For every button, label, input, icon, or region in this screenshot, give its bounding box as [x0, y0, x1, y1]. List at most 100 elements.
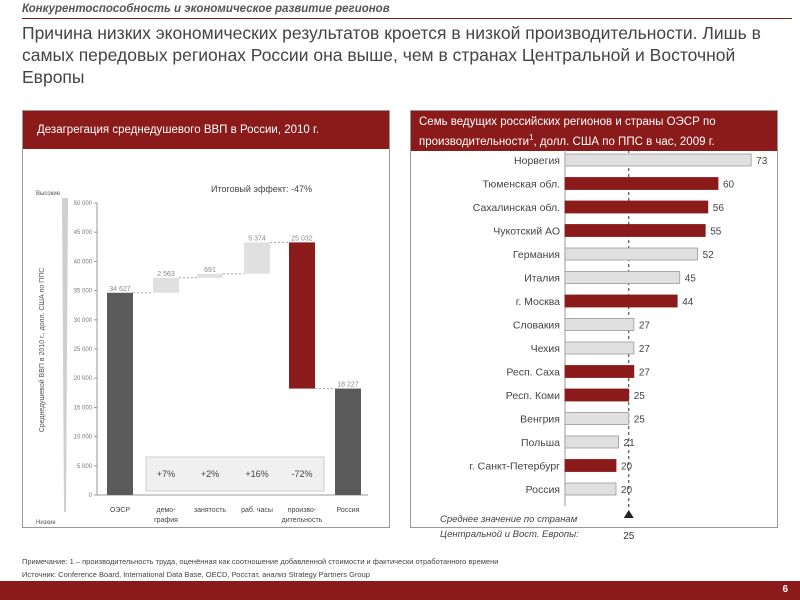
waterfall-bar — [197, 273, 223, 278]
percent-label: +16% — [245, 469, 268, 479]
hbar-value-label: 27 — [639, 344, 651, 355]
y-tick-label: 10 000 — [74, 435, 93, 441]
percent-label: +2% — [201, 469, 219, 479]
y-tick-label: 15 000 — [74, 405, 93, 411]
category-label: раб. часы — [241, 506, 273, 514]
y-tick-label: 20 000 — [74, 376, 93, 382]
hbar-category-label: Сахалинская обл. — [473, 202, 560, 214]
category-label: дительность — [282, 517, 323, 524]
percentage-box — [145, 456, 325, 492]
axis-top-label: Высокие — [36, 191, 61, 197]
hbar — [564, 412, 630, 425]
hbar-category-label: г. Санкт-Петербург — [469, 461, 560, 473]
hbar — [564, 294, 678, 308]
productivity-title-tail: , долл. США по ППС в час, 2009 г. — [533, 135, 715, 148]
hbar — [564, 247, 699, 261]
hbar-value-label: 55 — [710, 227, 722, 238]
hbar-category-label: Венгрия — [520, 414, 560, 426]
waterfall-panel-title: Дезагрегация среднедушевого ВВП в России… — [23, 111, 389, 149]
productivity-title-footnote: 1 — [529, 133, 534, 142]
waterfall-bar — [107, 292, 133, 495]
hbar-value-label: 56 — [713, 203, 725, 214]
y-tick-label: 40 000 — [74, 259, 93, 265]
reference-marker — [623, 510, 634, 518]
hbar-value-label: 25 — [634, 391, 646, 402]
category-label: Россия — [337, 507, 360, 514]
hbar — [564, 341, 635, 355]
reference-label-1: Среднее значение по странам — [440, 514, 578, 525]
hbar-category-label: Тюменская обл. — [482, 179, 560, 191]
hbar — [564, 224, 706, 237]
reference-label-2: Центральной и Вост. Европы: — [440, 529, 579, 540]
y-tick-label: 25 000 — [74, 347, 93, 353]
source-note: Источник: Conference Board, Internationa… — [22, 570, 370, 579]
category-label: произво- — [288, 507, 317, 514]
hbar-category-label: Норвегия — [514, 155, 560, 167]
section-title: Конкурентоспособность и экономическое ра… — [22, 3, 792, 19]
waterfall-bar — [153, 277, 179, 293]
waterfall-panel: Дезагрегация среднедушевого ВВП в России… — [22, 110, 390, 528]
bar-value-label: 25 032 — [291, 235, 313, 242]
hbar — [564, 388, 630, 402]
hbar-category-label: Респ. Саха — [506, 367, 560, 379]
hbar — [564, 435, 619, 449]
hbar-value-label: 25 — [634, 415, 646, 426]
hbar-value-label: 27 — [639, 321, 651, 332]
percent-label: +7% — [157, 469, 175, 479]
hbar-value-label: 20 — [621, 462, 633, 473]
waterfall-bar — [335, 388, 361, 495]
productivity-title-main: Семь ведущих российских регионов и стран… — [419, 116, 716, 148]
hbar-value-label: 27 — [639, 368, 651, 379]
hbar-category-label: Респ. Коми — [506, 390, 560, 402]
y-tick-label: 50 000 — [74, 201, 93, 207]
hbar-category-label: Италия — [524, 273, 560, 285]
hbar-category-label: Россия — [526, 484, 560, 496]
category-label: ОЭСР — [110, 507, 131, 514]
hbar-value-label: 20 — [621, 485, 633, 496]
percent-label: -72% — [291, 469, 312, 479]
hbar-value-label: 21 — [624, 438, 636, 449]
reference-value-label: 25 — [623, 531, 635, 542]
hbar — [564, 177, 719, 190]
hbar-category-label: Словакия — [513, 320, 560, 332]
hbar-value-label: 44 — [682, 297, 694, 308]
hbar-value-label: 45 — [685, 274, 697, 285]
axis-bottom-label: Низкие — [36, 520, 56, 526]
productivity-panel-title: Семь ведущих российских регионов и стран… — [411, 111, 777, 151]
y-tick-label: 30 000 — [74, 318, 93, 324]
y-tick-label: 45 000 — [74, 230, 93, 236]
hbar — [564, 271, 681, 284]
category-label: занятость — [194, 507, 226, 514]
hbar-category-label: г. Москва — [516, 296, 560, 308]
category-label: демо- — [156, 507, 176, 514]
footer-bar: 6 — [0, 581, 800, 600]
hbar-category-label: Германия — [513, 249, 560, 261]
waterfall-bar — [244, 242, 270, 274]
page-number: 6 — [782, 584, 788, 595]
y-tick-label: 0 — [89, 493, 93, 499]
bar-value-label: 2 563 — [157, 271, 175, 278]
hbar-category-label: Чехия — [531, 343, 560, 355]
hbar — [564, 365, 635, 378]
hbar — [564, 459, 617, 472]
y-tick-label: 5 000 — [77, 464, 93, 470]
hbar — [564, 482, 617, 496]
hbar-category-label: Польша — [521, 437, 560, 449]
y-axis-wedge — [62, 198, 68, 512]
bar-value-label: 18 227 — [337, 382, 359, 389]
hbar-value-label: 73 — [756, 156, 768, 167]
slide-title: Причина низких экономических результатов… — [22, 23, 761, 87]
total-effect-annotation: Итоговый эффект: -47% — [211, 184, 312, 194]
waterfall-bar — [289, 242, 315, 389]
bar-value-label: 691 — [204, 267, 216, 274]
hbar — [564, 200, 709, 214]
bar-value-label: 34 627 — [109, 286, 131, 293]
category-label: графия — [154, 517, 178, 524]
hbar — [564, 153, 752, 167]
bar-value-label: 5 374 — [248, 235, 266, 242]
y-axis-label: Среднедушевой ВВП в 2010 г., долл. США п… — [38, 268, 46, 433]
y-tick-label: 35 000 — [74, 289, 93, 295]
productivity-panel: Семь ведущих российских регионов и стран… — [410, 110, 778, 528]
hbar — [564, 318, 635, 331]
